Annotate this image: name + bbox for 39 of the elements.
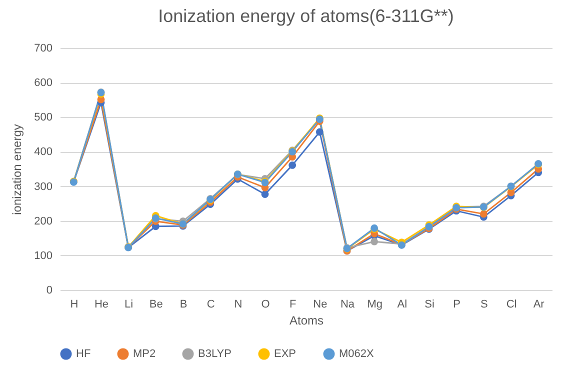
x-tick-label: O	[261, 298, 270, 310]
x-tick-label: He	[94, 298, 109, 310]
y-axis-title: ionization energy	[10, 124, 24, 215]
legend-label: M062X	[339, 348, 375, 360]
point	[370, 238, 378, 246]
y-tick-label: 700	[34, 42, 52, 54]
x-tick-label: Mg	[367, 298, 382, 310]
point	[261, 190, 269, 198]
x-tick-label: Li	[124, 298, 134, 310]
y-tick-label: 0	[46, 284, 52, 296]
x-tick-label: F	[289, 298, 296, 310]
y-tick-label: 300	[34, 180, 52, 193]
x-tick-label: H	[70, 298, 78, 310]
x-tick-label: N	[234, 298, 242, 310]
y-tick-label: 500	[34, 112, 52, 124]
x-tick-label: Ne	[313, 298, 328, 310]
y-tick-label: 100	[34, 250, 52, 262]
y-tick-label: 200	[34, 215, 52, 228]
y-tick-label: 600	[34, 77, 52, 90]
x-tick-label: Si	[424, 298, 434, 310]
legend-label: MP2	[133, 348, 156, 360]
x-tick-label: C	[206, 298, 215, 310]
x-tick-label: S	[480, 298, 488, 310]
x-tick-label: Be	[149, 298, 163, 310]
y-tick-label: 400	[34, 146, 52, 158]
x-axis-title: Atoms	[289, 314, 324, 328]
x-tick-label: Cl	[506, 298, 517, 310]
chart-title: Ionization energy of atoms(6-311G**)	[158, 6, 454, 26]
point	[316, 128, 324, 136]
point	[480, 210, 488, 218]
legend-label: EXP	[274, 348, 296, 360]
legend-label: B3LYP	[198, 348, 232, 360]
x-tick-label: B	[180, 298, 188, 310]
point	[288, 161, 296, 169]
x-tick-label: Na	[340, 298, 356, 310]
x-tick-label: P	[453, 298, 461, 310]
x-tick-label: Al	[397, 298, 408, 310]
x-tick-label: Ar	[533, 298, 545, 310]
legend-label: HF	[76, 348, 91, 360]
